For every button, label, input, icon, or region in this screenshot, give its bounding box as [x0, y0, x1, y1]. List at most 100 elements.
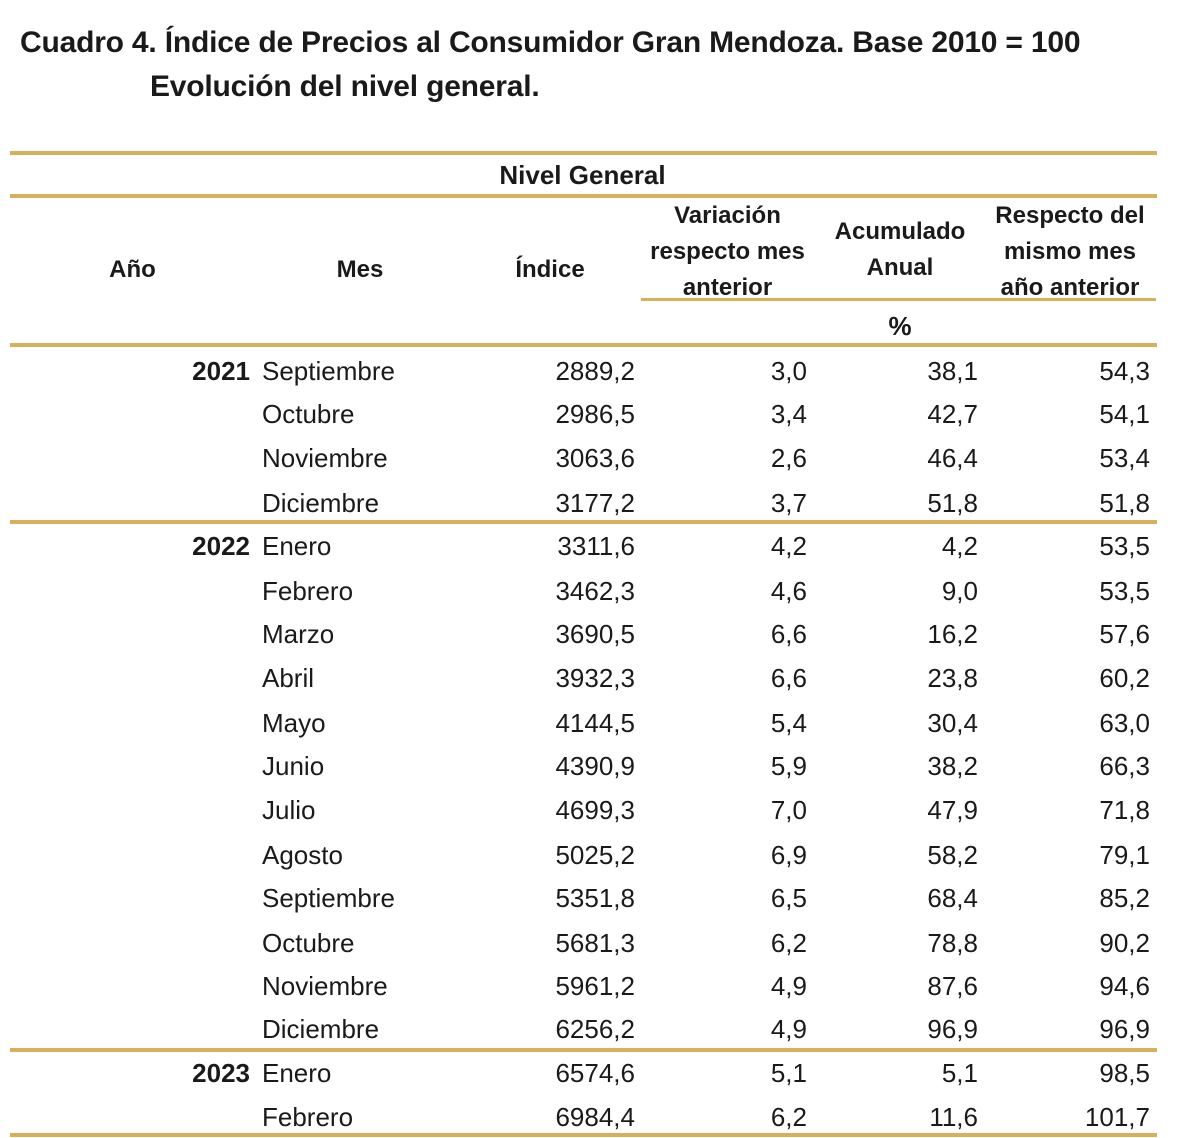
indice-cell: 2889,2 — [555, 356, 635, 386]
year-separator-2023 — [10, 1048, 1157, 1052]
col-header-acumulado: Acumulado Anual — [834, 218, 966, 281]
acumulado-cell: 47,9 — [927, 795, 978, 825]
acumulado-cell: 23,8 — [927, 663, 978, 693]
month-cell: Octubre — [262, 928, 355, 958]
indice-cell: 6984,4 — [555, 1102, 635, 1132]
variacion-cell: 5,9 — [770, 751, 807, 781]
respecto-cell: 53,5 — [1099, 531, 1150, 561]
indice-cell: 5681,3 — [555, 928, 635, 958]
month-cell: Febrero — [262, 1102, 354, 1132]
respecto-cell: 53,5 — [1099, 576, 1150, 606]
title-line-2: Evolución del nivel general. — [150, 70, 540, 103]
top-rule — [10, 151, 1157, 155]
acumulado-cell: 87,6 — [927, 971, 978, 1001]
indice-cell: 3177,2 — [555, 488, 635, 518]
month-cell: Septiembre — [262, 883, 395, 913]
month-cell: Agosto — [262, 840, 343, 870]
variacion-cell: 4,6 — [770, 576, 807, 606]
variacion-cell: 6,2 — [770, 1102, 807, 1132]
acumulado-cell: 78,8 — [927, 928, 978, 958]
acumulado-cell: 5,1 — [941, 1058, 978, 1088]
variacion-cell: 5,4 — [770, 708, 807, 738]
variacion-cell: 4,9 — [770, 1014, 807, 1044]
indice-cell: 3462,3 — [555, 576, 635, 606]
respecto-cell: 66,3 — [1099, 751, 1150, 781]
acumulado-cell: 42,7 — [927, 399, 978, 429]
acumulado-cell: 30,4 — [927, 708, 978, 738]
variacion-cell: 2,6 — [770, 443, 807, 473]
month-cell: Enero — [262, 531, 332, 561]
respecto-cell: 101,7 — [1084, 1102, 1150, 1132]
month-cell: Noviembre — [262, 971, 388, 1001]
month-cell: Junio — [262, 751, 325, 781]
bottom-rule — [10, 1133, 1157, 1137]
year-separator-2022 — [10, 520, 1157, 524]
respecto-cell: 98,5 — [1099, 1058, 1150, 1088]
indice-cell: 3690,5 — [555, 619, 635, 649]
percent-subheader-rule — [641, 298, 1156, 301]
col-header-indice: Índice — [515, 256, 585, 283]
respecto-cell: 63,0 — [1099, 708, 1150, 738]
variacion-cell: 6,5 — [770, 883, 807, 913]
acumulado-cell: 16,2 — [927, 619, 978, 649]
acumulado-cell: 11,6 — [929, 1102, 978, 1132]
variacion-cell: 3,7 — [770, 488, 807, 518]
year-cell: 2021 — [192, 356, 250, 386]
month-cell: Mayo — [262, 708, 326, 738]
month-cell: Noviembre — [262, 443, 388, 473]
col-header-mes: Mes — [336, 256, 384, 283]
acumulado-cell: 96,9 — [927, 1014, 978, 1044]
col-header-respecto: Respecto del mismo mes año anterior — [995, 202, 1145, 301]
respecto-cell: 90,2 — [1099, 928, 1150, 958]
indice-cell: 5025,2 — [555, 840, 635, 870]
variacion-cell: 4,2 — [770, 531, 807, 561]
unit-percent: % — [888, 311, 912, 341]
indice-cell: 4144,5 — [555, 708, 635, 738]
variacion-cell: 6,6 — [770, 663, 807, 693]
year-cell: 2022 — [192, 531, 250, 561]
respecto-cell: 60,2 — [1099, 663, 1150, 693]
group-header-rule — [10, 194, 1157, 198]
month-cell: Julio — [262, 795, 316, 825]
col-header-anio: Año — [109, 256, 156, 283]
month-cell: Febrero — [262, 576, 354, 606]
respecto-cell: 71,8 — [1099, 795, 1150, 825]
variacion-cell: 3,0 — [770, 356, 807, 386]
acumulado-cell: 46,4 — [927, 443, 978, 473]
indice-cell: 3932,3 — [555, 663, 635, 693]
group-header: Nivel General — [499, 160, 666, 190]
month-cell: Septiembre — [262, 356, 395, 386]
respecto-cell: 85,2 — [1099, 883, 1150, 913]
acumulado-cell: 38,2 — [927, 751, 978, 781]
variacion-cell: 6,6 — [770, 619, 807, 649]
indice-cell: 5351,8 — [555, 883, 635, 913]
title-line-1: Cuadro 4. Índice de Precios al Consumido… — [20, 26, 1081, 59]
year-cell: 2023 — [192, 1058, 250, 1088]
month-cell: Enero — [262, 1058, 332, 1088]
acumulado-cell: 58,2 — [927, 840, 978, 870]
indice-cell: 6574,6 — [555, 1058, 635, 1088]
month-cell: Diciembre — [262, 1014, 380, 1044]
variacion-cell: 3,4 — [770, 399, 807, 429]
indice-cell: 3063,6 — [555, 443, 635, 473]
variacion-cell: 6,9 — [770, 840, 807, 870]
respecto-cell: 94,6 — [1099, 971, 1150, 1001]
respecto-cell: 96,9 — [1099, 1014, 1150, 1044]
month-cell: Abril — [262, 663, 315, 693]
indice-cell: 5961,2 — [555, 971, 635, 1001]
indice-cell: 2986,5 — [555, 399, 635, 429]
variacion-cell: 6,2 — [770, 928, 807, 958]
indice-cell: 4390,9 — [555, 751, 635, 781]
respecto-cell: 79,1 — [1099, 840, 1150, 870]
month-cell: Octubre — [262, 399, 355, 429]
acumulado-cell: 68,4 — [927, 883, 978, 913]
respecto-cell: 51,8 — [1099, 488, 1150, 518]
respecto-cell: 54,3 — [1099, 356, 1150, 386]
acumulado-cell: 51,8 — [927, 488, 978, 518]
variacion-cell: 7,0 — [770, 795, 807, 825]
acumulado-cell: 9,0 — [941, 576, 978, 606]
acumulado-cell: 4,2 — [941, 531, 978, 561]
variacion-cell: 5,1 — [770, 1058, 807, 1088]
respecto-cell: 53,4 — [1099, 443, 1150, 473]
indice-cell: 4699,3 — [555, 795, 635, 825]
